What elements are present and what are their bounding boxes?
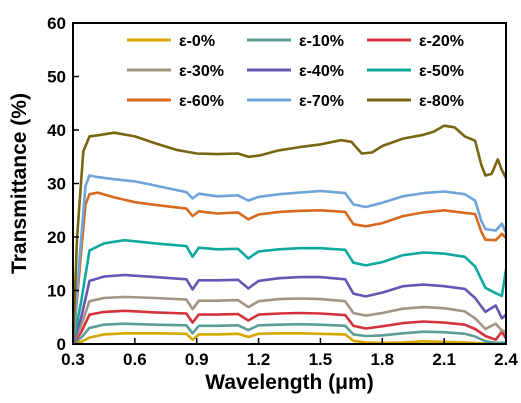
- legend-label-4: ε-40%: [299, 63, 344, 80]
- x-tick-label-2: 0.9: [185, 350, 209, 369]
- series-layer: [73, 124, 506, 344]
- x-tick-label-7: 2.4: [494, 350, 518, 369]
- x-tick-label-0: 0.3: [61, 350, 85, 369]
- legend-label-1: ε-10%: [299, 33, 344, 50]
- x-tick-label-6: 2.1: [432, 350, 456, 369]
- series-line-5: [73, 238, 506, 344]
- ticks-layer: 0.3 0.6 0.9 1.2 1.5 1.8 2.1 2.4 0 10 20 30 40 50 60: [47, 14, 518, 369]
- series-line-1: [73, 322, 506, 344]
- legend: ε-0% ε-10% ε-20% ε-30% ε-40% ε-50% ε-60% ε-70% ε…: [127, 33, 464, 110]
- series-line-6: [73, 191, 506, 344]
- legend-label-0: ε-0%: [179, 33, 215, 50]
- x-tick-label-4: 1.5: [309, 350, 333, 369]
- series-line-4: [73, 273, 506, 344]
- y-tick-label-2: 20: [47, 228, 66, 247]
- legend-label-2: ε-20%: [419, 33, 464, 50]
- legend-label-6: ε-60%: [179, 93, 224, 110]
- y-tick-label-3: 30: [47, 175, 66, 194]
- legend-label-7: ε-70%: [299, 93, 344, 110]
- legend-label-5: ε-50%: [419, 63, 464, 80]
- legend-label-3: ε-30%: [179, 63, 224, 80]
- x-axis-title: Wavelength (μm): [205, 371, 373, 394]
- x-tick-label-3: 1.2: [247, 350, 271, 369]
- legend-label-8: ε-80%: [419, 93, 464, 110]
- series-line-0: [73, 332, 506, 344]
- y-tick-label-5: 50: [47, 68, 66, 87]
- series-line-8: [73, 124, 506, 344]
- series-line-7: [73, 174, 506, 344]
- series-line-3: [73, 295, 506, 344]
- x-tick-label-1: 0.6: [123, 350, 147, 369]
- x-tick-label-5: 1.8: [370, 350, 394, 369]
- series-line-2: [73, 309, 506, 344]
- y-tick-label-4: 40: [47, 121, 66, 140]
- y-tick-label-0: 0: [57, 335, 66, 354]
- y-tick-label-6: 60: [47, 14, 66, 33]
- y-tick-label-1: 10: [47, 282, 66, 301]
- y-axis-title: Transmittance (%): [8, 93, 31, 274]
